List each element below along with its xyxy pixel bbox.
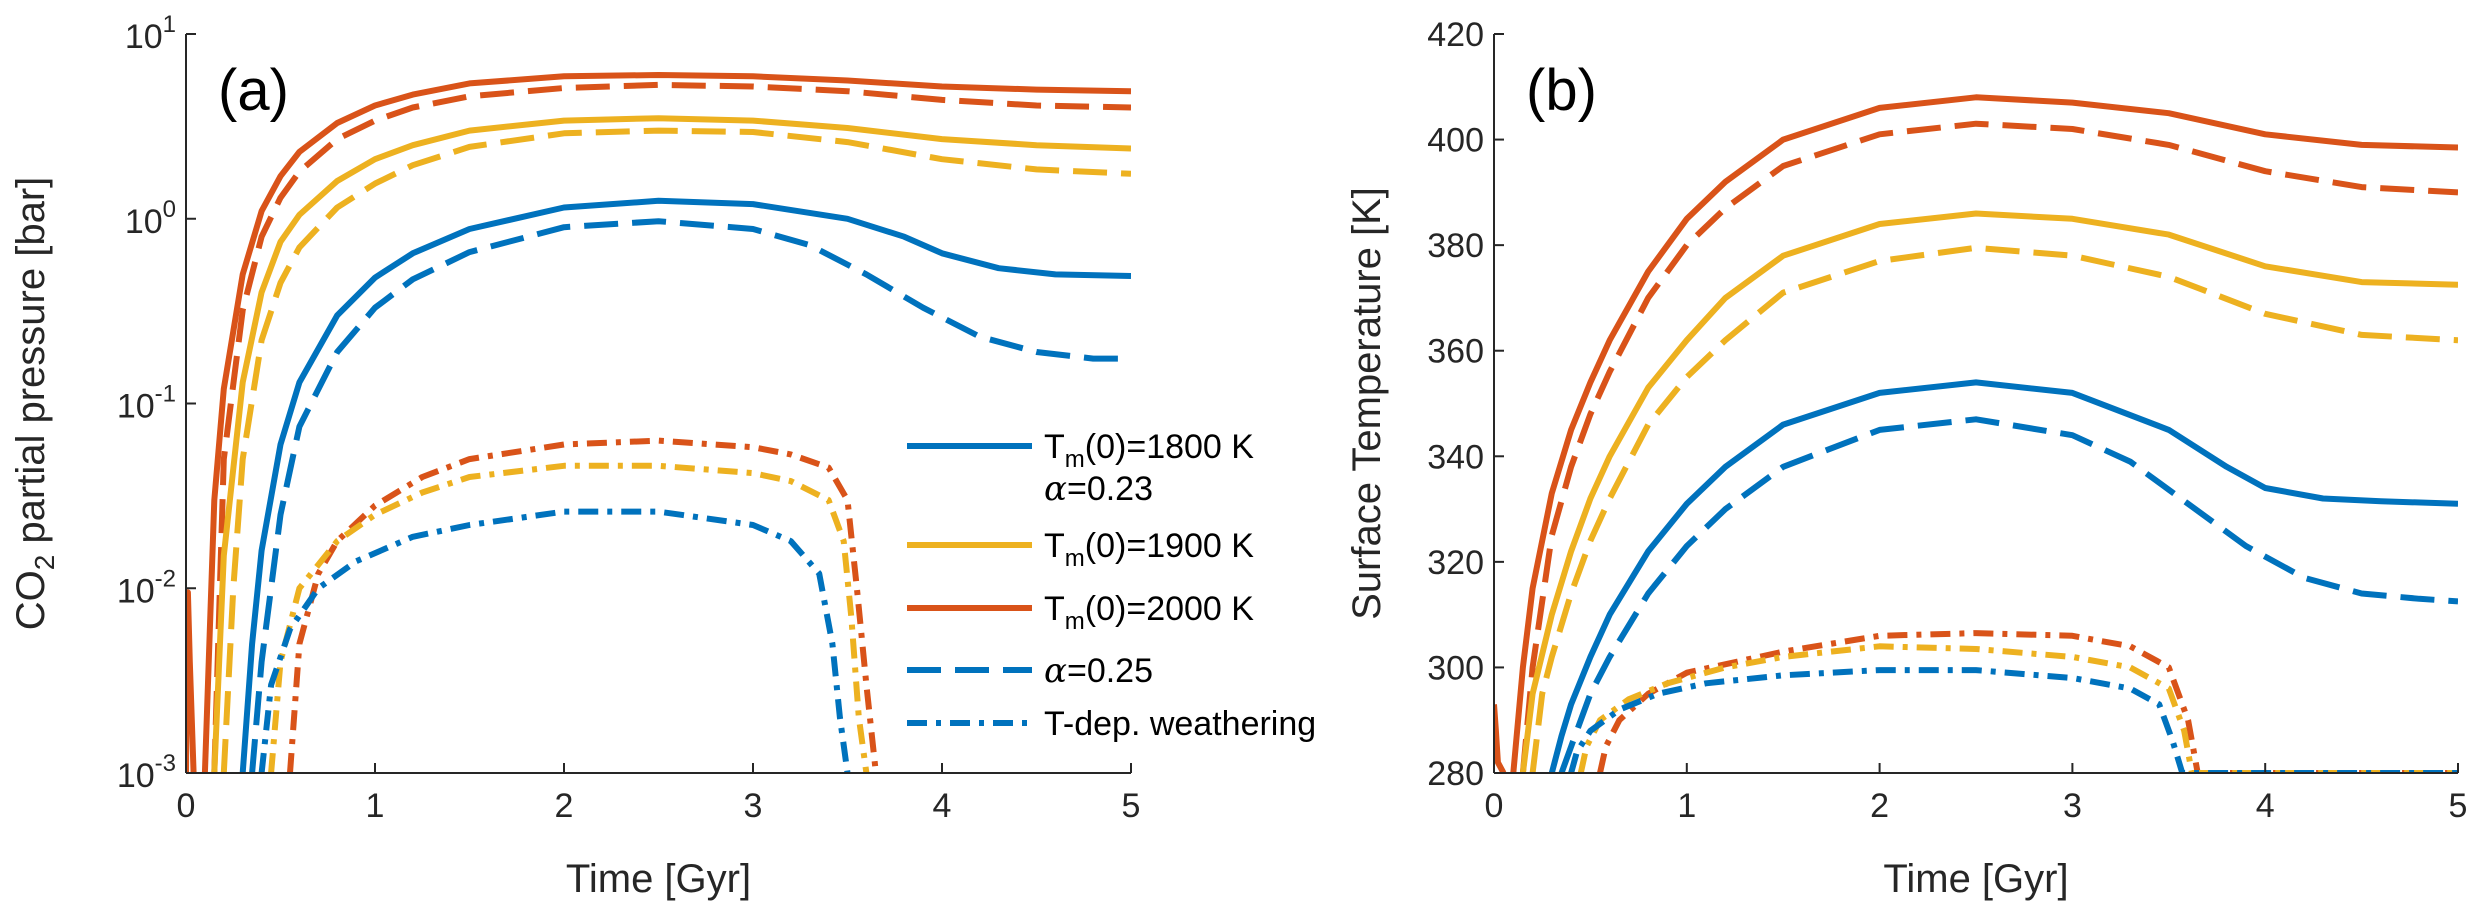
series-line-8 — [287, 437, 879, 773]
legend-entry-5: T-dep. weathering — [907, 705, 1316, 743]
legend-label: Tm(0)=1800 K — [1044, 428, 1254, 473]
x-axis-label: Time [Gyr] — [566, 857, 751, 901]
series-line-2 — [211, 81, 1131, 773]
series-line-5 — [1548, 379, 2458, 773]
x-tick-label: 1 — [1677, 787, 1696, 825]
x-tick-label: 0 — [1485, 787, 1504, 825]
legend-label: α=0.23 — [1044, 469, 1153, 509]
y-tick-label: 360 — [1427, 333, 1484, 371]
legend-entry-3: Tm(0)=2000 K — [907, 590, 1254, 635]
y-tick-label: 420 — [1427, 16, 1484, 54]
x-tick-label: 1 — [366, 787, 385, 825]
series-line-1 — [201, 72, 1131, 773]
series-line-9 — [1577, 643, 2458, 773]
x-tick-label: 4 — [2256, 787, 2275, 825]
y-tick-label: 100 — [125, 196, 176, 241]
y-tick-label: 10-3 — [117, 750, 176, 795]
series-line-6 — [249, 218, 1131, 773]
series-line-9 — [268, 462, 870, 773]
legend-entry-4: α=0.25 — [907, 651, 1153, 691]
y-tick-label: 10-1 — [117, 381, 176, 426]
y-axis-label: Surface Temperature [K] — [1345, 187, 1389, 620]
series-line-10 — [258, 508, 851, 773]
y-tick-label: 280 — [1427, 755, 1484, 793]
series-line-7 — [1494, 704, 1507, 773]
x-tick-label: 3 — [2063, 787, 2082, 825]
legend-entry-2: Tm(0)=1900 K — [907, 527, 1254, 572]
series-line-6 — [1558, 416, 2458, 773]
y-tick-label: 10-2 — [117, 565, 176, 610]
legend-label: T-dep. weathering — [1044, 705, 1316, 743]
y-tick-label: 340 — [1427, 438, 1484, 476]
x-axis-label: Time [Gyr] — [1883, 857, 2068, 901]
series-line-4 — [220, 127, 1131, 773]
series-line-2 — [1519, 120, 2458, 773]
y-tick-label: 101 — [125, 11, 176, 56]
series-line-3 — [211, 115, 1131, 773]
legend-label: α=0.25 — [1044, 651, 1153, 691]
series-line-8 — [1597, 630, 2458, 773]
legend-label: Tm(0)=1900 K — [1044, 527, 1254, 572]
panel-a: 0 1 2 3 4 5 10-3 10-2 10-1 100 101 Time [Gyr] CO2 pa… — [9, 11, 1316, 901]
x-tick-label: 5 — [2449, 787, 2468, 825]
y-tick-label: 400 — [1427, 122, 1484, 160]
x-tick-label: 3 — [744, 787, 763, 825]
series-line-7 — [186, 589, 197, 773]
y-tick-label: 320 — [1427, 544, 1484, 582]
series-group — [186, 72, 1131, 773]
legend-label: Tm(0)=2000 K — [1044, 590, 1254, 635]
y-axis-label: CO2 partial pressure [bar] — [9, 177, 60, 631]
x-tick-label: 2 — [1870, 787, 1889, 825]
legend: Tm(0)=1800 Kα=0.23 Tm(0)=1900 K Tm(0)=2000… — [907, 428, 1316, 743]
series-line-3 — [1519, 210, 2458, 773]
y-tick-label: 300 — [1427, 649, 1484, 687]
series-line-4 — [1529, 244, 2458, 773]
x-tick-label: 2 — [555, 787, 574, 825]
x-tick-label: 0 — [177, 787, 196, 825]
panel-label: (b) — [1526, 58, 1597, 123]
series-line-10 — [1568, 667, 2458, 773]
panel-label: (a) — [218, 58, 289, 123]
series-group — [1494, 94, 2458, 773]
y-tick-label: 380 — [1427, 227, 1484, 265]
x-tick-label: 4 — [933, 787, 952, 825]
panel-b: 0 1 2 3 4 5 280 300 320 340 360 380 400 420 Time [Gyr]… — [1345, 16, 2467, 901]
x-tick-label: 5 — [1122, 787, 1141, 825]
series-line-1 — [1510, 94, 2458, 773]
series-line-5 — [239, 197, 1131, 773]
legend-entry-1: Tm(0)=1800 Kα=0.23 — [907, 428, 1254, 509]
